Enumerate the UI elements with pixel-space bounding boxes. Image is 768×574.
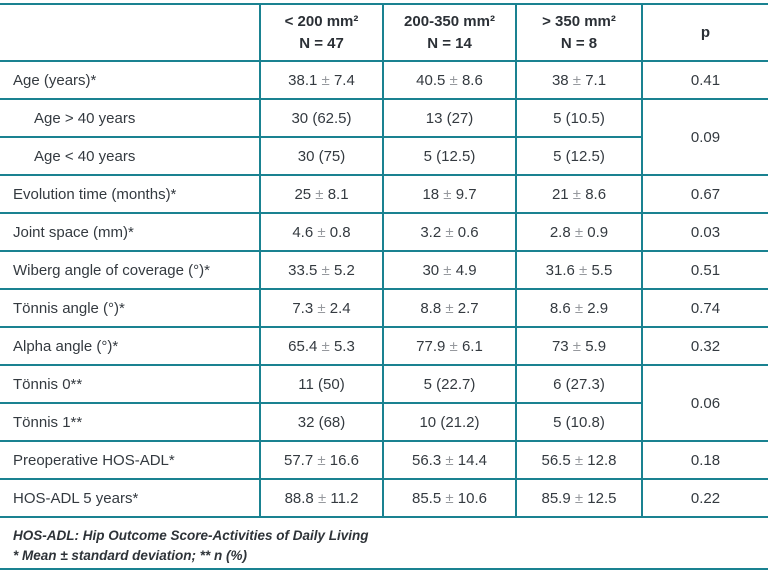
value-cell: 5 (12.5)	[382, 136, 517, 176]
header-cell-gt350: > 350 mm² N = 8	[515, 3, 643, 62]
row-label: Tönnis 0**	[0, 364, 261, 404]
header-range: > 350 mm²	[542, 12, 616, 30]
value-cell: 31.6 ± 5.5	[515, 250, 643, 290]
footnotes: HOS-ADL: Hip Outcome Score-Activities of…	[13, 526, 768, 565]
table-row-tonnis-angle: Tönnis angle (°)* 7.3 ± 2.4 8.8 ± 2.7 8.…	[0, 288, 768, 328]
table-row-age-lt40: Age < 40 years 30 (75) 5 (12.5) 5 (12.5)	[0, 136, 768, 176]
header-n: N = 47	[299, 34, 344, 52]
row-label: Evolution time (months)*	[0, 174, 261, 214]
value-cell: 32 (68)	[259, 402, 384, 442]
value-cell: 33.5 ± 5.2	[259, 250, 384, 290]
p-value-cell-merged: 0.06	[641, 364, 768, 442]
value-cell: 5 (12.5)	[515, 136, 643, 176]
row-label: Age < 40 years	[0, 136, 261, 176]
value-cell: 56.3 ± 14.4	[382, 440, 517, 480]
value-cell: 21 ± 8.6	[515, 174, 643, 214]
table-row-tonnis-0: Tönnis 0** 11 (50) 5 (22.7) 6 (27.3) 0.0…	[0, 364, 768, 442]
value-cell: 5 (22.7)	[382, 364, 517, 404]
row-label: Joint space (mm)*	[0, 212, 261, 252]
row-label: Age (years)*	[0, 60, 261, 100]
value-cell: 30 ± 4.9	[382, 250, 517, 290]
value-cell: 40.5 ± 8.6	[382, 60, 517, 100]
header-n: N = 14	[427, 34, 472, 52]
row-label: Wiberg angle of coverage (°)*	[0, 250, 261, 290]
value-cell: 18 ± 9.7	[382, 174, 517, 214]
p-value-cell: 0.03	[641, 212, 768, 252]
value-cell: 38 ± 7.1	[515, 60, 643, 100]
table-row-evolution-time: Evolution time (months)* 25 ± 8.1 18 ± 9…	[0, 174, 768, 214]
value-cell: 85.5 ± 10.6	[382, 478, 517, 518]
p-value-cell: 0.74	[641, 288, 768, 328]
value-cell: 7.3 ± 2.4	[259, 288, 384, 328]
header-cell-200-350: 200-350 mm² N = 14	[382, 3, 517, 62]
value-cell: 88.8 ± 11.2	[259, 478, 384, 518]
value-cell: 10 (21.2)	[382, 402, 517, 442]
value-cell: 85.9 ± 12.5	[515, 478, 643, 518]
value-cell: 13 (27)	[382, 98, 517, 138]
value-cell: 38.1 ± 7.4	[259, 60, 384, 100]
p-value-cell: 0.22	[641, 478, 768, 518]
value-cell: 11 (50)	[259, 364, 384, 404]
p-value-cell-merged: 0.09	[641, 98, 768, 176]
value-cell: 77.9 ± 6.1	[382, 326, 517, 366]
value-cell: 2.8 ± 0.9	[515, 212, 643, 252]
results-table: < 200 mm² N = 47 200-350 mm² N = 14 > 35…	[0, 3, 768, 518]
value-cell: 25 ± 8.1	[259, 174, 384, 214]
header-cell-lt200: < 200 mm² N = 47	[259, 3, 384, 62]
row-label: Preoperative HOS-ADL*	[0, 440, 261, 480]
value-cell: 8.8 ± 2.7	[382, 288, 517, 328]
value-cell: 56.5 ± 12.8	[515, 440, 643, 480]
value-cell: 3.2 ± 0.6	[382, 212, 517, 252]
header-row: < 200 mm² N = 47 200-350 mm² N = 14 > 35…	[0, 3, 768, 62]
value-cell: 5 (10.8)	[515, 402, 643, 442]
p-value-cell: 0.32	[641, 326, 768, 366]
value-cell: 6 (27.3)	[515, 364, 643, 404]
table-row-age-gt40: Age > 40 years 30 (62.5) 13 (27) 5 (10.5…	[0, 98, 768, 176]
header-n: N = 8	[560, 34, 598, 52]
p-value-cell: 0.67	[641, 174, 768, 214]
bottom-rule	[0, 568, 768, 570]
header-range: 200-350 mm²	[404, 12, 495, 30]
p-value-cell: 0.41	[641, 60, 768, 100]
value-cell: 65.4 ± 5.3	[259, 326, 384, 366]
row-label: Tönnis 1**	[0, 402, 261, 442]
footnote-symbols: * Mean ± standard deviation; ** n (%)	[13, 547, 247, 563]
table-row-alpha-angle: Alpha angle (°)* 65.4 ± 5.3 77.9 ± 6.1 7…	[0, 326, 768, 366]
table-row-hos-adl-5y: HOS-ADL 5 years* 88.8 ± 11.2 85.5 ± 10.6…	[0, 478, 768, 518]
row-label: Age > 40 years	[0, 98, 261, 138]
value-cell: 5 (10.5)	[515, 98, 643, 138]
table-row-tonnis-1: Tönnis 1** 32 (68) 10 (21.2) 5 (10.8)	[0, 402, 768, 442]
p-value-cell: 0.51	[641, 250, 768, 290]
value-cell: 8.6 ± 2.9	[515, 288, 643, 328]
row-label: Tönnis angle (°)*	[0, 288, 261, 328]
table-row-age: Age (years)* 38.1 ± 7.4 40.5 ± 8.6 38 ± …	[0, 60, 768, 100]
header-corner-cell	[0, 3, 261, 62]
value-cell: 30 (75)	[259, 136, 384, 176]
table-row-preop-hos-adl: Preoperative HOS-ADL* 57.7 ± 16.6 56.3 ±…	[0, 440, 768, 480]
header-cell-p: p	[641, 3, 768, 62]
table-row-joint-space: Joint space (mm)* 4.6 ± 0.8 3.2 ± 0.6 2.…	[0, 212, 768, 252]
row-label: Alpha angle (°)*	[0, 326, 261, 366]
row-label: HOS-ADL 5 years*	[0, 478, 261, 518]
value-cell: 4.6 ± 0.8	[259, 212, 384, 252]
value-cell: 73 ± 5.9	[515, 326, 643, 366]
value-cell: 30 (62.5)	[259, 98, 384, 138]
p-value-cell: 0.18	[641, 440, 768, 480]
footnote-abbreviation: HOS-ADL: Hip Outcome Score-Activities of…	[13, 528, 369, 543]
table-row-wiberg-angle: Wiberg angle of coverage (°)* 33.5 ± 5.2…	[0, 250, 768, 290]
value-cell: 57.7 ± 16.6	[259, 440, 384, 480]
header-range: < 200 mm²	[284, 12, 359, 30]
